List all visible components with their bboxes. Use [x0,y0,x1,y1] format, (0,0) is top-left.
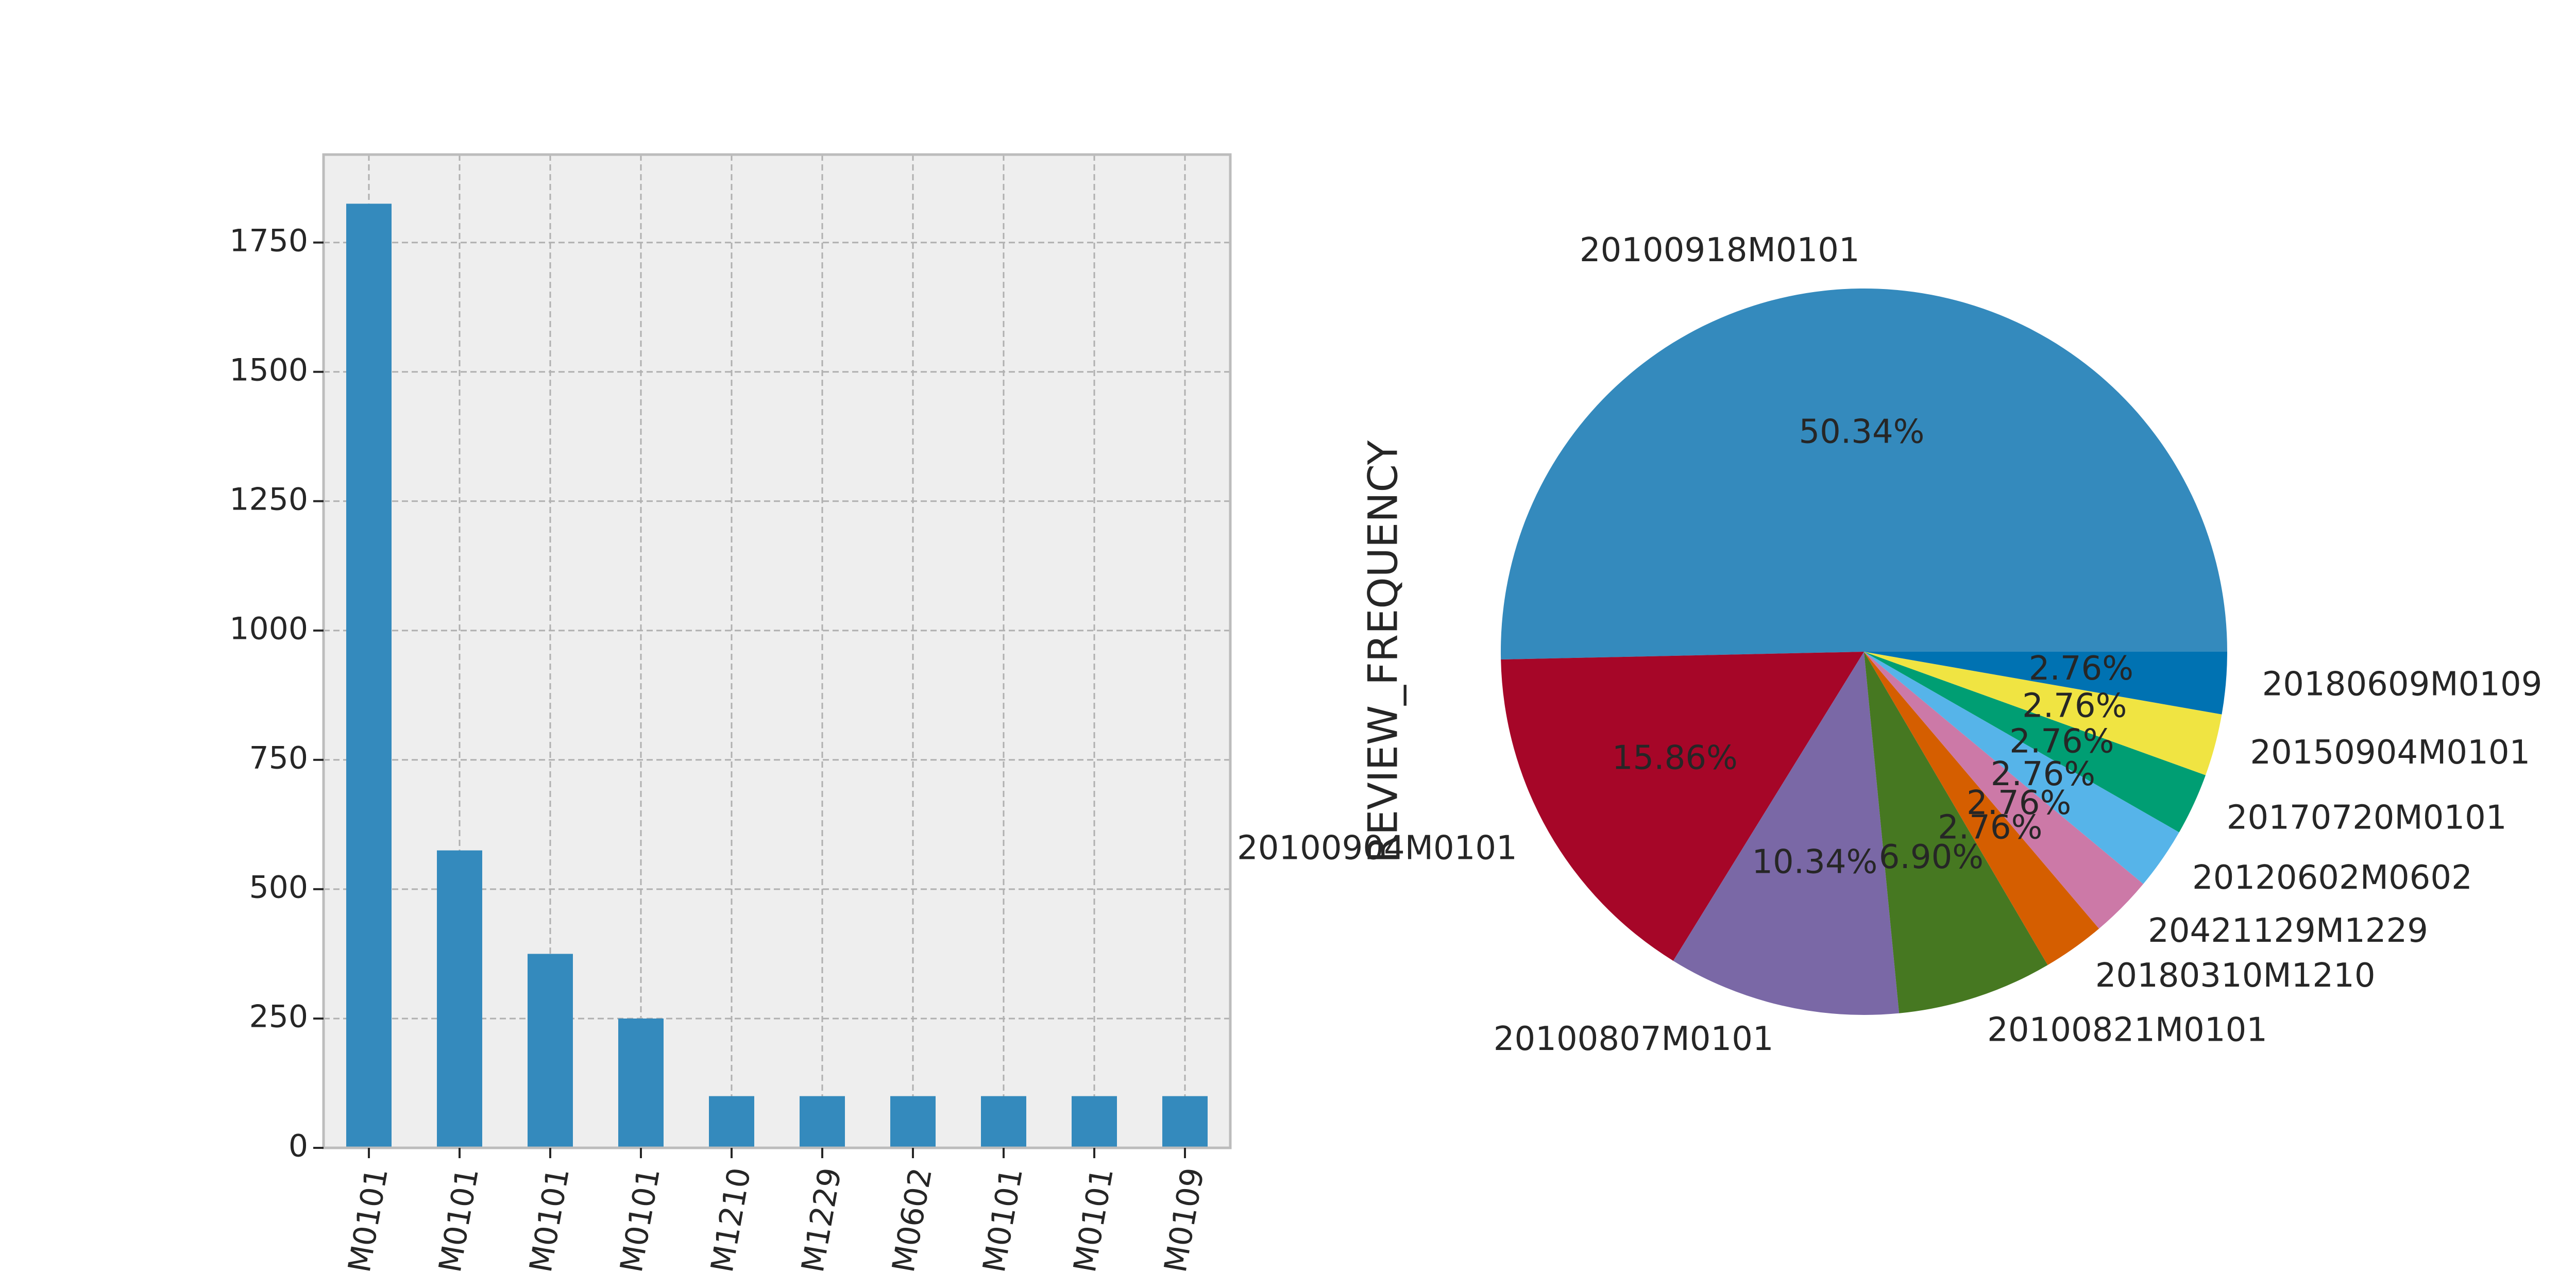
bar [1072,1096,1117,1148]
pie-percent-labels: 50.34%15.86%10.34% 6.90%2.76%2.76%2.76%2.… [1612,413,2133,882]
pie-slice [1500,288,2227,660]
pie-percent-label: 10.34% [1752,843,1877,882]
pie-slice [1864,652,2206,833]
bar [709,1096,754,1148]
pie-percent-label: 2.76% [2029,650,2133,688]
bar-y-tick-label: 0 [289,1128,308,1164]
bar [618,1018,664,1148]
bar [800,1096,845,1148]
pie-slice-label: 20120602M0602 [2192,859,2472,897]
pie-slice [1864,652,2227,715]
pie-slice-label: 20100918M0101 [1580,231,1860,269]
pie-slice-label: 20100904M0101 [1237,829,1517,868]
bar-y-tick-label: 1000 [229,611,308,647]
pie-slices [1500,288,2227,1015]
bar-marks [346,204,1208,1148]
bar-y-tick-label: 1750 [229,223,308,259]
pie-slice-label: 20100807M0101 [1494,1020,1774,1058]
bar-y-tick-label: 1250 [229,481,308,517]
pie-slice-labels: 20100918M0101 20100904M0101 20100807M0101 2… [1237,231,2542,1058]
pie-percent-label: 2.76% [1967,784,2071,822]
pie-slice [1864,652,2048,1013]
pie-percent-label: 2.76% [2009,722,2114,760]
pie-percent-label: 2.76% [2022,687,2127,725]
pie-slice-label: 20421129M1229 [2148,912,2428,950]
bar-plot-frame [322,153,1232,1149]
pie-percent-label: 50.34% [1799,413,1924,451]
pie-slice-label: 20100821M0101 [1987,1011,2267,1049]
pie-slice [1501,652,1864,961]
bar [1162,1096,1208,1148]
bar-y-tick-label: 500 [249,870,308,906]
pie-percent-label: 6.90% [1879,838,1984,876]
bar [528,954,573,1148]
bar [890,1096,936,1148]
pie-percent-label: 2.76% [1938,809,2042,847]
bar [346,204,392,1148]
bar [981,1096,1026,1148]
bar-y-tick-label: 750 [249,740,308,776]
pie-slice [1864,652,2222,775]
bar-y-tick-label: 1500 [229,352,308,388]
pie-slice [1673,652,1900,1015]
pie-y-axis-label: REVIEW_FREQUENCY [1360,440,1406,863]
pie-percent-label: 2.76% [1991,755,2095,793]
pie-slice-label: 20180310M1210 [2095,957,2376,995]
pie-percent-label: 15.86% [1612,739,1738,777]
bar-y-tick-label: 250 [249,999,308,1035]
pie-slice-label: 20180609M0109 [2262,666,2543,704]
pie-slice [1864,652,2144,929]
pie-slice [1864,652,2179,884]
bar-y-ticks: 0 250 500 750 1000 1250 1500 1750 [229,223,324,1164]
pie-slice-label: 20170720M0101 [2227,799,2507,837]
bar [437,850,482,1148]
pie-slice [1864,652,2099,965]
pie-slice-label: 20150904M0101 [2250,734,2530,772]
pie-chart: REVIEW_FREQUENCY 50.34% 15.86% 10.34% 6.90%… [1237,231,2542,1058]
